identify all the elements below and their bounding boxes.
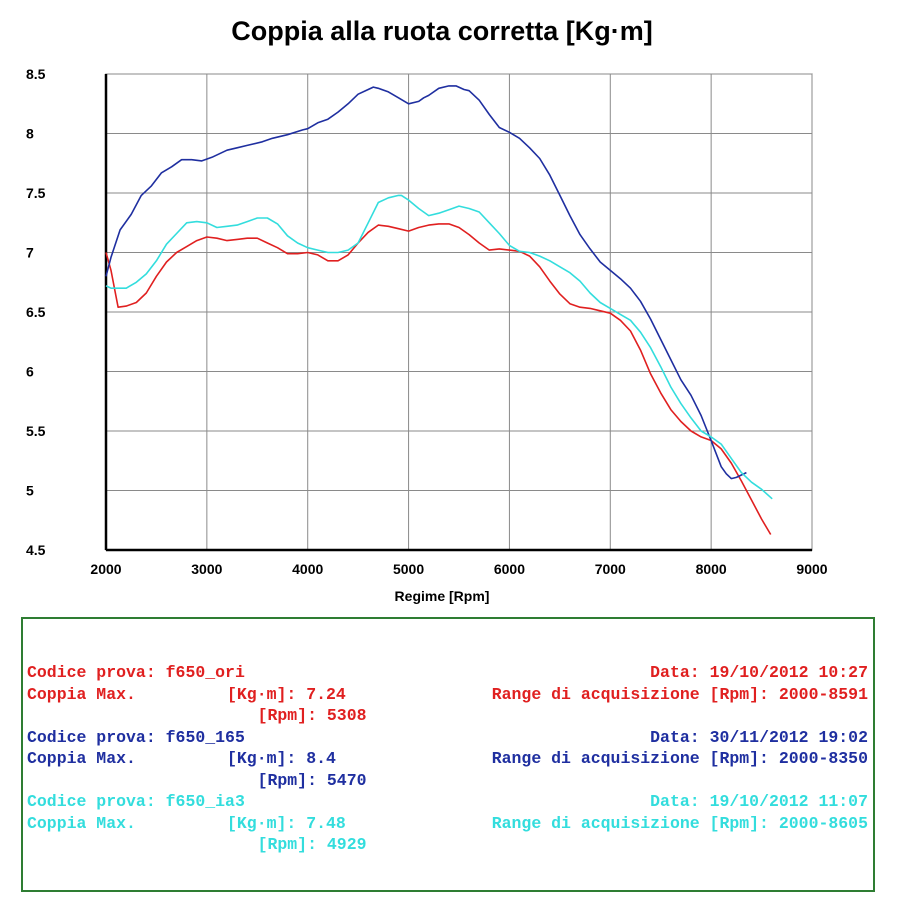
code-label: Codice prova: (27, 727, 156, 747)
code-value: f650_165 (165, 727, 245, 747)
code-label: Codice prova: (27, 663, 156, 682)
chart-title: Coppia alla ruota corretta [Kg·m] (231, 16, 653, 46)
record-row-2: Coppia Max. [Kg·m]: 8.4 Range di acquisiz… (23, 748, 873, 770)
torque-unit: [Kg·m]: (227, 749, 297, 768)
x-axis-ticks: 2000 3000 4000 5000 6000 7000 8000 9000 (90, 561, 827, 577)
rpm-value: 4929 (326, 835, 367, 854)
record-row-1: Codice prova: f650_ori Data: 19/10/2012 … (23, 662, 873, 684)
chart-series (105, 85, 773, 535)
code-label: Codice prova: (27, 792, 156, 811)
x-tick-label: 9000 (796, 561, 827, 577)
torque-chart: 4.5 5 5.5 6 6.5 7 7.5 8 8.5 2000 3000 4000 5000 6000… (26, 66, 828, 604)
code-value: f650_ia3 (165, 792, 245, 811)
date-label: Data: (650, 663, 700, 682)
max-label: Coppia Max. (27, 749, 136, 768)
y-tick-label: 8.5 (26, 66, 46, 82)
range-label: Range di acquisizione [Rpm]: (491, 684, 769, 704)
y-tick-label: 7.5 (26, 185, 46, 201)
test-record-165: Codice prova: f650_165 Data: 30/11/2012 … (23, 727, 873, 792)
range-label: Range di acquisizione [Rpm]: (491, 749, 769, 768)
test-record-ori: Codice prova: f650_ori Data: 19/10/2012 … (23, 662, 873, 727)
max-label: Coppia Max. (27, 684, 136, 704)
x-tick-label: 2000 (90, 561, 121, 577)
y-tick-label: 6 (26, 364, 34, 380)
y-tick-label: 6.5 (26, 304, 46, 320)
series-line-f650_ia3 (105, 194, 773, 500)
y-tick-label: 4.5 (26, 542, 46, 558)
y-tick-label: 7 (26, 245, 34, 261)
record-row-1: Codice prova: f650_165 Data: 30/11/2012 … (23, 727, 873, 749)
date-value: 19/10/2012 10:27 (709, 663, 868, 682)
torque-unit: [Kg·m]: (227, 684, 297, 704)
range-label: Range di acquisizione [Rpm]: (491, 813, 769, 833)
x-tick-label: 3000 (191, 561, 222, 577)
torque-value: 8.4 (306, 749, 336, 768)
date-label: Data: (650, 727, 700, 747)
y-axis-ticks: 4.5 5 5.5 6 6.5 7 7.5 8 8.5 (26, 66, 46, 558)
record-row-2: Coppia Max. [Kg·m]: 7.48 Range di acquisi… (23, 813, 873, 835)
x-axis-title: Regime [Rpm] (395, 588, 490, 604)
rpm-value: 5470 (326, 770, 367, 790)
record-row-1: Codice prova: f650_ia3 Data: 19/10/2012 … (23, 791, 873, 813)
record-row-3: [Rpm]: 5470 (23, 770, 873, 792)
torque-value: 7.24 (306, 684, 346, 704)
x-tick-label: 6000 (494, 561, 525, 577)
series-line-f650_ori (105, 223, 772, 535)
rpm-unit: [Rpm]: (257, 770, 317, 790)
rpm-value: 5308 (326, 706, 367, 725)
y-tick-label: 8 (26, 126, 34, 142)
y-tick-label: 5 (26, 483, 34, 499)
range-value: 2000-8605 (778, 813, 868, 833)
record-row-2: Coppia Max. [Kg·m]: 7.24 Range di acquisi… (23, 684, 873, 706)
code-value: f650_ori (165, 663, 245, 682)
record-row-3: [Rpm]: 5308 (23, 705, 873, 727)
date-value: 19/10/2012 11:07 (709, 792, 868, 811)
x-tick-label: 5000 (393, 561, 424, 577)
test-record-ia3: Codice prova: f650_ia3 Data: 19/10/2012 … (23, 791, 873, 856)
x-tick-label: 7000 (595, 561, 626, 577)
test-info-panel: Codice prova: f650_ori Data: 19/10/2012 … (21, 617, 875, 892)
date-value: 30/11/2012 19:02 (709, 727, 868, 747)
chart-grid (104, 73, 813, 552)
y-tick-label: 5.5 (26, 423, 46, 439)
rpm-unit: [Rpm]: (257, 706, 317, 725)
series-line-f650_165 (105, 85, 747, 480)
torque-unit: [Kg·m]: (227, 813, 297, 833)
range-value: 2000-8350 (778, 749, 868, 768)
date-label: Data: (650, 792, 700, 811)
x-tick-label: 8000 (696, 561, 727, 577)
rpm-unit: [Rpm]: (257, 835, 317, 854)
range-value: 2000-8591 (778, 684, 868, 704)
x-tick-label: 4000 (292, 561, 323, 577)
max-label: Coppia Max. (27, 813, 136, 833)
torque-value: 7.48 (306, 813, 346, 833)
record-row-3: [Rpm]: 4929 (23, 834, 873, 856)
